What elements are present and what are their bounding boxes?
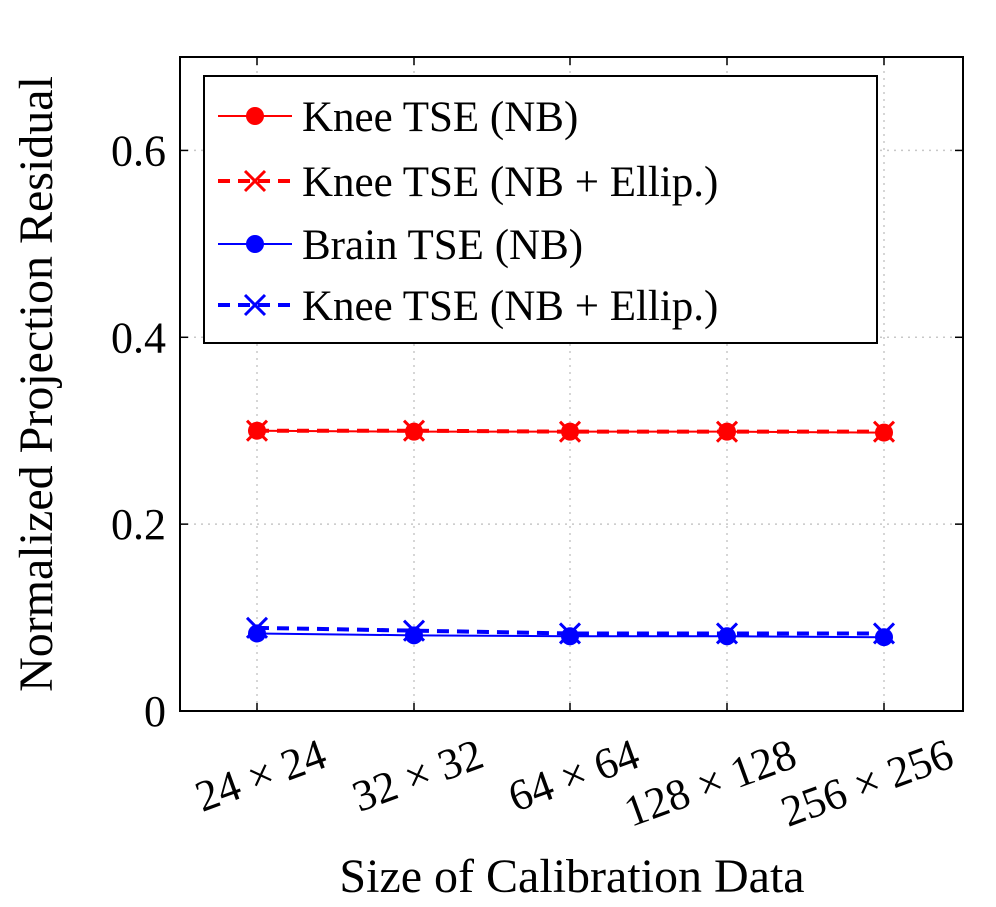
y-tick-label: 0.2 [111, 500, 166, 549]
data-point-stroke [558, 420, 582, 443]
plot-frame [179, 56, 964, 712]
x-tick-label: 32 × 32 [346, 729, 489, 821]
legend-entry: Knee TSE (NB) [218, 94, 578, 141]
legend-marker [246, 107, 264, 125]
legend-marker-stroke [243, 293, 267, 317]
data-point-stroke [245, 616, 269, 639]
data-point-stroke [402, 619, 426, 642]
data-point [715, 420, 739, 443]
data-point [558, 622, 582, 645]
x-tick-label: 256 × 256 [775, 729, 960, 836]
y-axis-title: Normalized Projection Residual [10, 76, 63, 692]
series-2 [245, 419, 896, 443]
legend-entry: Knee TSE (NB + Ellip.) [218, 283, 718, 330]
series-4 [245, 616, 896, 645]
legend-entry: Brain TSE (NB) [218, 222, 583, 269]
legend-marker [246, 235, 264, 253]
y-tick-label: 0.4 [111, 313, 166, 362]
data-point [875, 628, 893, 647]
data-point [561, 627, 579, 646]
data-point [872, 420, 896, 443]
legend-label: Knee TSE (NB + Ellip.) [302, 159, 718, 206]
series-layer [245, 419, 896, 647]
y-tick-label: 0 [144, 687, 166, 736]
data-point [718, 627, 736, 646]
data-point [245, 616, 269, 639]
data-point [402, 419, 426, 442]
data-point-stroke [558, 622, 582, 645]
data-point-stroke [402, 419, 426, 442]
legend-label: Knee TSE (NB) [302, 94, 578, 141]
y-tick-label: 0.6 [111, 126, 166, 175]
data-point-stroke [245, 419, 269, 442]
x-axis-title: Size of Calibration Data [339, 850, 804, 903]
data-point-stroke [715, 622, 739, 645]
legend-label: Brain TSE (NB) [302, 222, 583, 269]
series-line [257, 428, 884, 434]
data-point-stroke [715, 420, 739, 443]
data-point [245, 419, 269, 442]
legend-marker-stroke [243, 169, 267, 193]
data-point [872, 622, 896, 645]
legend-marker [243, 169, 267, 193]
data-point [558, 420, 582, 443]
x-tick-label: 128 × 128 [618, 729, 803, 836]
legend-label: Knee TSE (NB + Ellip.) [302, 283, 718, 330]
data-point [715, 622, 739, 645]
data-point-stroke [872, 622, 896, 645]
data-point [402, 619, 426, 642]
legend-entry: Knee TSE (NB + Ellip.) [218, 159, 718, 206]
x-tick-label: 24 × 24 [189, 729, 332, 821]
data-point-stroke [872, 420, 896, 443]
legend: Knee TSE (NB) Knee TSE (NB + Ellip.) Brain… [203, 75, 878, 344]
legend-box [203, 75, 878, 344]
series-line [256, 625, 884, 636]
legend-marker [243, 293, 267, 317]
